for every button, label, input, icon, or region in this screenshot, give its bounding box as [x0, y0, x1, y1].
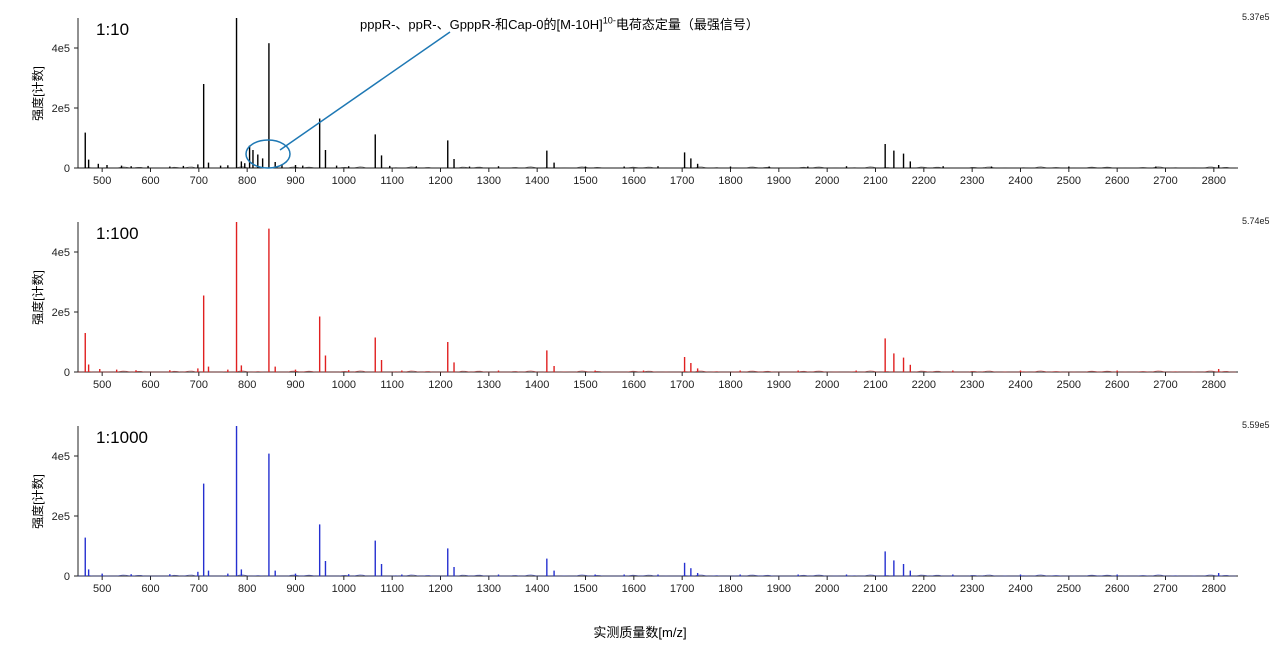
y-axis-label: 强度[计数] — [29, 474, 46, 529]
x-tick-label: 1100 — [380, 583, 404, 595]
dilution-label: 1:1000 — [96, 428, 148, 448]
x-tick-label: 2700 — [1153, 583, 1177, 595]
y-tick-label: 2e5 — [52, 511, 70, 523]
x-tick-label: 2600 — [1105, 583, 1129, 595]
x-tick-label: 1200 — [428, 583, 452, 595]
x-tick-label: 1900 — [767, 583, 791, 595]
mass-spec-figure: pppR-、ppR-、GpppR-和Cap-0的[M-10H]10-电荷态定量（… — [0, 0, 1280, 654]
x-tick-label: 2800 — [1202, 583, 1226, 595]
x-tick-label: 1400 — [525, 583, 549, 595]
x-tick-label: 2300 — [960, 583, 984, 595]
x-tick-label: 2500 — [1057, 583, 1081, 595]
x-tick-label: 2400 — [1008, 583, 1032, 595]
x-axis-label: 实测质量数[m/z] — [540, 622, 740, 641]
x-tick-label: 1500 — [573, 583, 597, 595]
y-tick-label: 4e5 — [52, 451, 70, 463]
x-tick-label: 1000 — [332, 583, 356, 595]
x-tick-label: 500 — [93, 583, 111, 595]
x-tick-label: 800 — [238, 583, 256, 595]
x-tick-label: 1700 — [670, 583, 694, 595]
x-tick-label: 1300 — [477, 583, 501, 595]
x-tick-label: 1600 — [622, 583, 646, 595]
x-tick-label: 1800 — [718, 583, 742, 595]
x-tick-label: 2200 — [912, 583, 936, 595]
spectrum-svg: 500 600 700 800 900 1000 1100 1200 1300 1400 1500 1… — [0, 0, 1280, 601]
x-tick-label: 600 — [141, 583, 159, 595]
x-tick-label: 2000 — [815, 583, 839, 595]
x-tick-label: 900 — [286, 583, 304, 595]
y-tick-label: 0 — [64, 571, 70, 583]
x-tick-label: 2100 — [863, 583, 887, 595]
intensity-magnitude: 5.59e5 — [1242, 420, 1270, 430]
x-tick-label: 700 — [190, 583, 208, 595]
